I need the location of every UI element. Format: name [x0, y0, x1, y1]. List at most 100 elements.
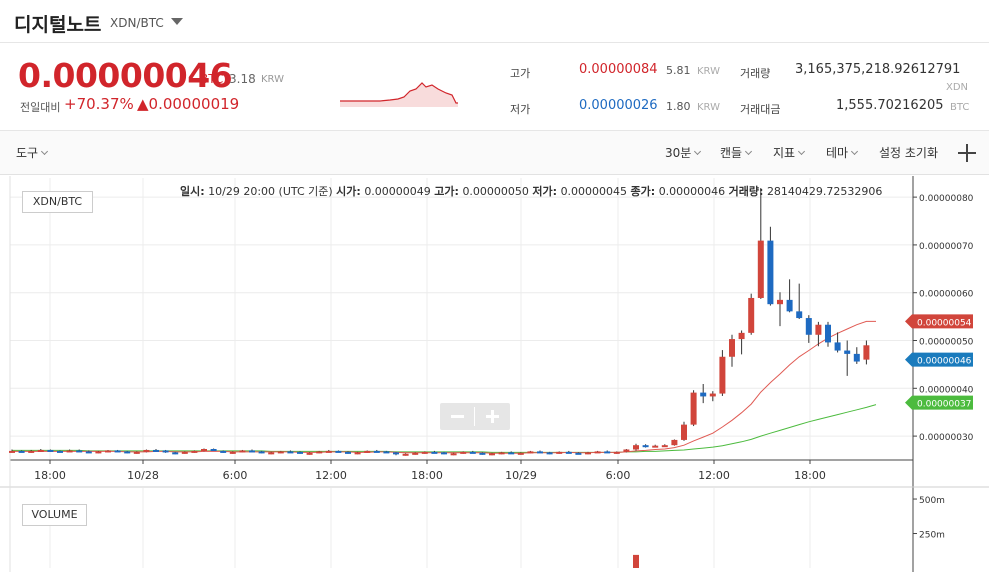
chevron-down-icon	[41, 147, 49, 156]
candle-body	[18, 450, 25, 453]
interval-label: 30분	[665, 146, 692, 160]
candle-body	[834, 342, 841, 351]
candle-body	[613, 451, 620, 454]
price-krw: 3.18	[229, 72, 256, 86]
candle-body	[57, 450, 63, 453]
candle-body	[853, 353, 860, 362]
sparkline-chart	[340, 82, 458, 107]
candle-body	[249, 450, 255, 453]
chevron-down-icon	[694, 147, 702, 156]
candle-body	[114, 450, 121, 453]
low-value: 0.00000026	[579, 98, 658, 113]
change-absolute: ▲0.00000019	[137, 95, 240, 113]
candle-body	[162, 450, 169, 453]
x-tick-label: 6:00	[606, 469, 631, 482]
candle-body	[47, 449, 54, 452]
chevron-down-icon	[798, 147, 806, 156]
ohlc-close-label: 종가:	[630, 185, 656, 198]
ohlc-date-label: 일시:	[180, 185, 205, 198]
candle-body	[28, 450, 35, 453]
volume-value: 3,165,375,218.92612791	[795, 62, 961, 77]
reset-settings-button[interactable]: 설정 초기화	[879, 146, 939, 160]
ohlc-low-value: 0.00000045	[560, 185, 628, 198]
candle-body	[335, 450, 342, 453]
price-tag	[905, 352, 973, 367]
candle-body	[565, 451, 572, 454]
candle-body	[66, 450, 73, 453]
candle-body	[383, 451, 390, 454]
ohlc-close-value: 0.00000046	[658, 185, 726, 198]
candle-menu[interactable]: 캔들	[720, 144, 753, 161]
candle-body	[373, 450, 380, 453]
candle-body	[402, 453, 409, 456]
candle-body	[517, 452, 524, 455]
theme-menu[interactable]: 테마	[826, 144, 859, 161]
candle-body	[690, 392, 697, 425]
ohlc-volume-value: 28140429.72532906	[766, 185, 883, 198]
candle-body	[133, 451, 140, 454]
volume-label: 거래량	[740, 67, 771, 80]
candle-body	[306, 452, 313, 455]
candle-body	[623, 449, 630, 452]
volume-badge: VOLUME	[22, 504, 87, 526]
chevron-down-icon	[745, 147, 753, 156]
tools-menu[interactable]: 도구	[16, 144, 49, 161]
high-value: 0.00000084	[579, 62, 658, 77]
zoom-in-button[interactable]	[475, 403, 510, 430]
candle-body	[441, 452, 447, 455]
ohlc-high-label: 고가:	[434, 185, 459, 198]
add-icon[interactable]	[958, 144, 976, 162]
candle-body	[143, 449, 150, 452]
candle-body	[633, 445, 639, 450]
tools-label: 도구	[16, 146, 39, 160]
chevron-down-icon	[851, 147, 859, 156]
candle-body	[604, 451, 611, 454]
low-krw: 1.80	[666, 100, 691, 113]
ohlc-low-label: 저가:	[532, 185, 558, 198]
volume-y-tick-label: 500m	[919, 496, 945, 506]
x-tick-label: 12:00	[698, 469, 730, 482]
candle-body	[642, 445, 649, 448]
low-label: 저가	[510, 103, 531, 116]
interval-menu[interactable]: 30분	[665, 144, 702, 161]
ohlc-volume-label: 거래량:	[728, 185, 764, 198]
price-tag-label: 0.00000046	[917, 357, 972, 367]
candle-body	[575, 452, 582, 455]
candle-body	[220, 450, 227, 453]
candle-body	[431, 451, 438, 454]
price-panel: 0.00000046 BTC 3.18 KRW 전일대비 +70.37% ▲0.…	[0, 43, 989, 131]
candle-body	[105, 450, 111, 453]
x-tick-label: 18:00	[34, 469, 66, 482]
candle-body	[767, 240, 774, 305]
chart-toolbar: 도구 30분 캔들 지표 테마 설정 초기화	[0, 131, 989, 175]
x-tick-label: 10/28	[127, 469, 159, 482]
chart-pair-badge: XDN/BTC	[22, 191, 93, 213]
candle-body	[37, 449, 44, 452]
price-tag-label: 0.00000054	[917, 318, 972, 328]
candle-body	[258, 451, 265, 454]
ohlc-readout: 일시: 10/29 20:00 (UTC 기준) 시가: 0.00000049 …	[180, 183, 882, 199]
candle-body	[748, 297, 755, 333]
y-tick-label: 0.00000070	[919, 242, 974, 252]
candle-body	[345, 451, 351, 454]
candle-body	[210, 449, 217, 452]
zoom-out-button[interactable]	[440, 403, 475, 430]
y-tick-label: 0.00000040	[919, 385, 974, 395]
candle-body	[325, 450, 332, 453]
price-tag-label: 0.00000037	[917, 400, 971, 410]
candle-body	[85, 451, 92, 454]
candle-body	[450, 453, 457, 456]
candle-body	[460, 451, 467, 454]
candle-body	[546, 452, 553, 455]
coin-name: 디지털노트	[14, 14, 102, 36]
pair-label: XDN/BTC	[110, 16, 164, 30]
candle-body	[181, 451, 188, 454]
indicator-label: 지표	[773, 146, 796, 160]
candle-body	[594, 451, 601, 454]
y-tick-label: 0.00000030	[919, 433, 974, 443]
candle-body	[498, 452, 505, 455]
ohlc-high-value: 0.00000050	[462, 185, 529, 198]
indicator-menu[interactable]: 지표	[773, 144, 806, 161]
price-chart[interactable]: 0.00000080 0.00000070 0.00000060 0.00000050…	[0, 176, 989, 572]
caret-down-icon[interactable]	[171, 18, 183, 25]
